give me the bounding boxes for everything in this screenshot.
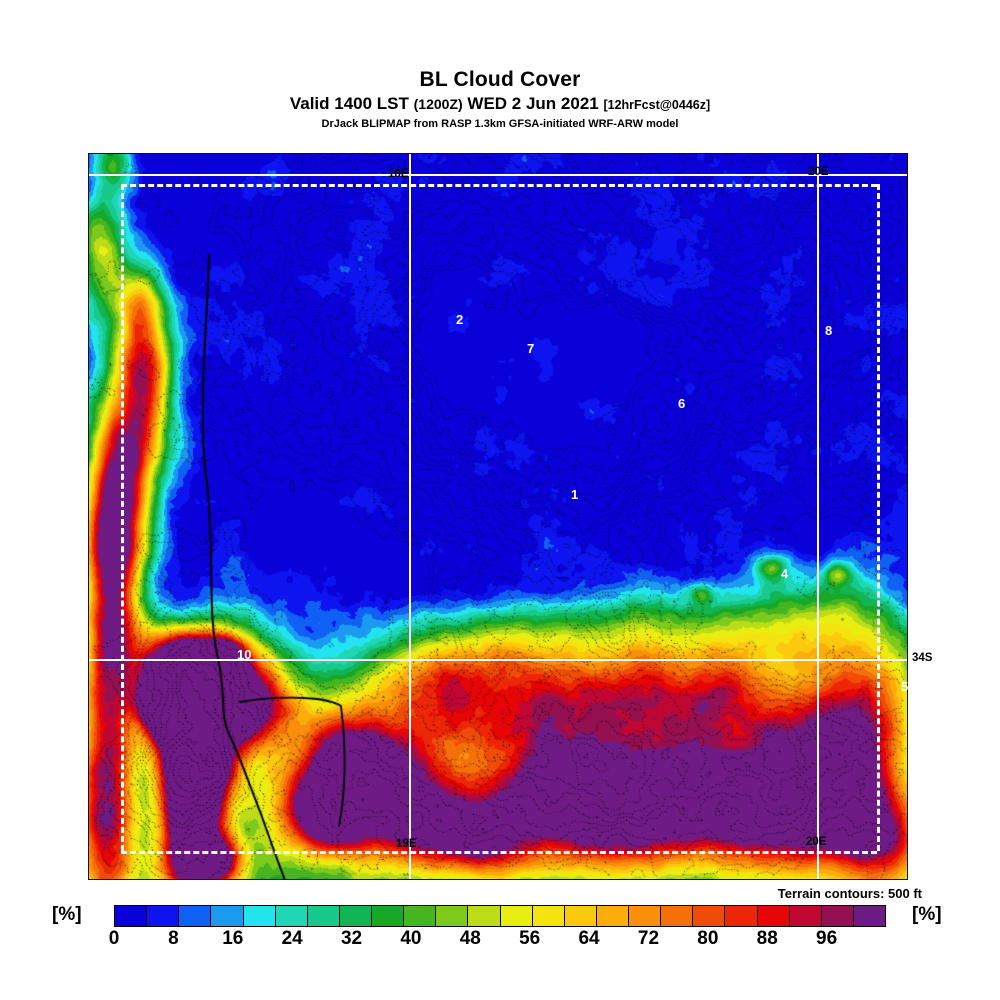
colorbar-segment-14 bbox=[564, 906, 597, 926]
valid-time-utc: (1200Z) bbox=[413, 96, 463, 112]
colorbar-segment-17 bbox=[661, 906, 694, 926]
domain-box-bottom bbox=[121, 851, 877, 854]
colorbar-tick-88: 88 bbox=[756, 928, 778, 949]
colorbar-segment-16 bbox=[629, 906, 662, 926]
site-marker-10[interactable]: 10 bbox=[237, 647, 252, 662]
colorbar-segment-12 bbox=[500, 906, 533, 926]
colorbar-block: [%] [%] 0 8 16 24 32 40 48 56 64 72 80 88 96 bbox=[0, 904, 1000, 965]
grid-label-20e: 20E bbox=[808, 166, 829, 178]
site-marker-4[interactable]: 4 bbox=[781, 566, 789, 581]
site-marker-7[interactable]: 7 bbox=[527, 341, 535, 356]
colorbar-tick-96: 96 bbox=[816, 928, 838, 949]
graticule-lon-18e bbox=[409, 154, 411, 879]
colorbar-segment-10 bbox=[436, 906, 469, 926]
colorbar-segment-19 bbox=[725, 906, 758, 926]
grid-label-34s: 34S bbox=[912, 652, 933, 664]
colorbar-segment-0 bbox=[115, 906, 148, 926]
colorbar-segment-18 bbox=[693, 906, 726, 926]
colorbar-tick-8: 8 bbox=[168, 928, 179, 949]
model-source-line: DrJack BLIPMAP from RASP 1.3km GFSA-init… bbox=[321, 118, 679, 130]
title-block: BL Cloud Cover Valid 1400 LST (1200Z) WE… bbox=[0, 68, 1000, 132]
site-marker-8[interactable]: 8 bbox=[825, 323, 833, 338]
colorbar-segment-15 bbox=[596, 906, 629, 926]
colorbar-segment-9 bbox=[404, 906, 437, 926]
cloud-cover-raster bbox=[89, 154, 907, 879]
colorbar-tick-40: 40 bbox=[400, 928, 422, 949]
colorbar-segment-3 bbox=[211, 906, 244, 926]
colorbar-tick-32: 32 bbox=[340, 928, 363, 949]
forecast-tag: [12hrFcst@0446z] bbox=[603, 98, 711, 112]
colorbar-segment-1 bbox=[147, 906, 180, 926]
colorbar-segment-20 bbox=[757, 906, 790, 926]
graticule-lon-20e bbox=[817, 154, 819, 879]
colorbar-tick-48: 48 bbox=[459, 928, 481, 949]
colorbar-gradient bbox=[114, 905, 886, 927]
colorbar-unit-left: [%] bbox=[52, 904, 82, 925]
graticule-lat-north bbox=[89, 174, 907, 176]
colorbar-segment-6 bbox=[307, 906, 340, 926]
colorbar-tick-labels: 0 8 16 24 32 40 48 56 64 72 80 88 96 bbox=[109, 928, 886, 956]
colorbar-tick-16: 16 bbox=[222, 928, 244, 949]
colorbar-unit-right: [%] bbox=[912, 904, 942, 925]
valid-date: WED 2 Jun 2021 bbox=[467, 94, 599, 113]
grid-label-18e: 18E bbox=[388, 168, 409, 180]
graticule-lat-34s bbox=[89, 659, 907, 661]
terrain-contour-note: Terrain contours: 500 ft bbox=[777, 886, 922, 901]
domain-box-right bbox=[877, 184, 880, 851]
site-marker-6[interactable]: 6 bbox=[678, 396, 686, 411]
colorbar-segment-4 bbox=[243, 906, 276, 926]
valid-time-line: Valid 1400 LST (1200Z) WED 2 Jun 2021 [1… bbox=[0, 93, 1000, 116]
colorbar-segment-13 bbox=[532, 906, 565, 926]
colorbar-segment-8 bbox=[372, 906, 405, 926]
colorbar-tick-80: 80 bbox=[697, 928, 719, 949]
forecast-map[interactable] bbox=[88, 153, 908, 880]
page-title: BL Cloud Cover bbox=[419, 68, 581, 91]
site-marker-1[interactable]: 1 bbox=[571, 487, 579, 502]
colorbar-tick-24: 24 bbox=[281, 928, 303, 949]
colorbar-segment-22 bbox=[821, 906, 854, 926]
valid-time-prefix: Valid 1400 LST bbox=[289, 94, 409, 113]
domain-box-top bbox=[121, 184, 877, 187]
domain-box-left bbox=[121, 184, 124, 851]
colorbar-segment-7 bbox=[339, 906, 372, 926]
grid-label-19e: 19E bbox=[396, 838, 417, 850]
colorbar-segment-5 bbox=[275, 906, 308, 926]
colorbar-tick-56: 56 bbox=[519, 928, 541, 949]
site-marker-2[interactable]: 2 bbox=[456, 312, 464, 327]
colorbar-segment-2 bbox=[179, 906, 212, 926]
site-marker-5[interactable]: 5 bbox=[901, 679, 909, 694]
colorbar-segment-23 bbox=[853, 906, 885, 926]
colorbar-segment-11 bbox=[468, 906, 501, 926]
colorbar-tick-72: 72 bbox=[637, 928, 660, 949]
colorbar-segment-21 bbox=[789, 906, 822, 926]
colorbar-tick-0: 0 bbox=[108, 928, 120, 949]
colorbar-tick-64: 64 bbox=[578, 928, 600, 949]
grid-label-20e: 20E bbox=[806, 836, 827, 848]
